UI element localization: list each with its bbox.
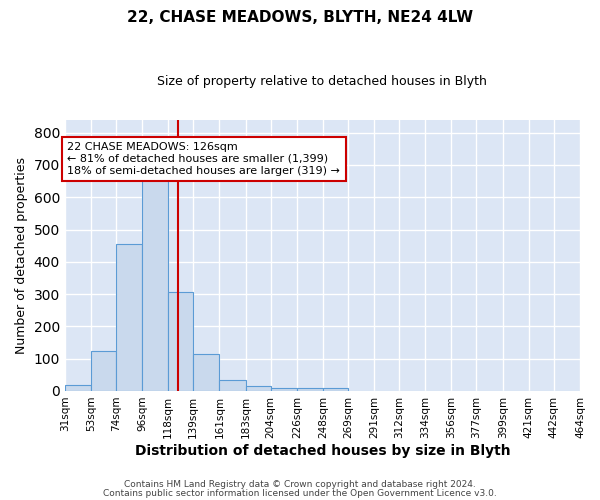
Bar — [169, 292, 193, 391]
Bar — [271, 388, 297, 391]
Bar — [220, 380, 245, 391]
Bar — [193, 354, 220, 391]
X-axis label: Distribution of detached houses by size in Blyth: Distribution of detached houses by size … — [134, 444, 510, 458]
Bar — [116, 244, 142, 391]
Y-axis label: Number of detached properties: Number of detached properties — [15, 157, 28, 354]
Bar — [245, 386, 271, 391]
Bar — [323, 388, 348, 391]
Text: Contains public sector information licensed under the Open Government Licence v3: Contains public sector information licen… — [103, 488, 497, 498]
Text: 22, CHASE MEADOWS, BLYTH, NE24 4LW: 22, CHASE MEADOWS, BLYTH, NE24 4LW — [127, 10, 473, 25]
Bar — [142, 178, 169, 391]
Bar — [297, 388, 323, 391]
Text: Contains HM Land Registry data © Crown copyright and database right 2024.: Contains HM Land Registry data © Crown c… — [124, 480, 476, 489]
Title: Size of property relative to detached houses in Blyth: Size of property relative to detached ho… — [157, 75, 487, 88]
Text: 22 CHASE MEADOWS: 126sqm
← 81% of detached houses are smaller (1,399)
18% of sem: 22 CHASE MEADOWS: 126sqm ← 81% of detach… — [67, 142, 340, 176]
Bar — [65, 384, 91, 391]
Bar — [91, 350, 116, 391]
